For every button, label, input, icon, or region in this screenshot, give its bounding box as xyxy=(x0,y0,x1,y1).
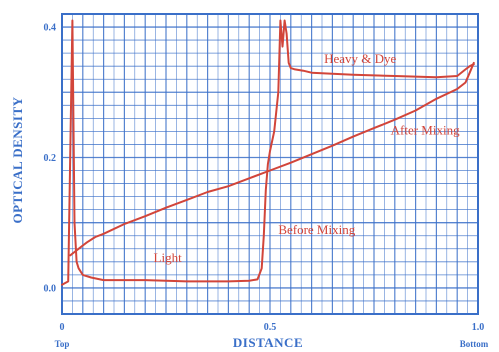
tick-layer: 0 0.5 1.0 0.0 0.2 0.4 xyxy=(44,23,485,333)
annotation-label: Heavy & Dye xyxy=(324,51,396,66)
x-tick-label: 0.5 xyxy=(264,322,277,333)
series-line-before-mixing xyxy=(61,19,475,286)
annotation-label: Before Mixing xyxy=(278,222,355,237)
grid-major xyxy=(62,14,478,314)
x-tick-label: 1.0 xyxy=(472,322,485,333)
annotation-label: After Mixing xyxy=(391,123,460,138)
x-end-label-left: Top xyxy=(55,339,70,349)
y-tick-label: 0.4 xyxy=(44,23,57,34)
x-end-label-right: Bottom xyxy=(460,339,489,349)
y-tick-label: 0.0 xyxy=(44,283,57,294)
annotation-layer: Heavy & Dye After Mixing Before Mixing Ligh… xyxy=(154,51,461,265)
series-layer xyxy=(61,19,475,286)
x-tick-label: 0 xyxy=(60,322,65,333)
y-axis-title: OPTICAL DENSITY xyxy=(10,96,25,223)
series-line-after-mixing xyxy=(69,61,475,257)
y-tick-label: 0.2 xyxy=(44,153,57,164)
annotation-label: Light xyxy=(154,250,183,265)
plot-frame xyxy=(61,13,479,315)
x-axis-title: DISTANCE xyxy=(233,335,303,350)
